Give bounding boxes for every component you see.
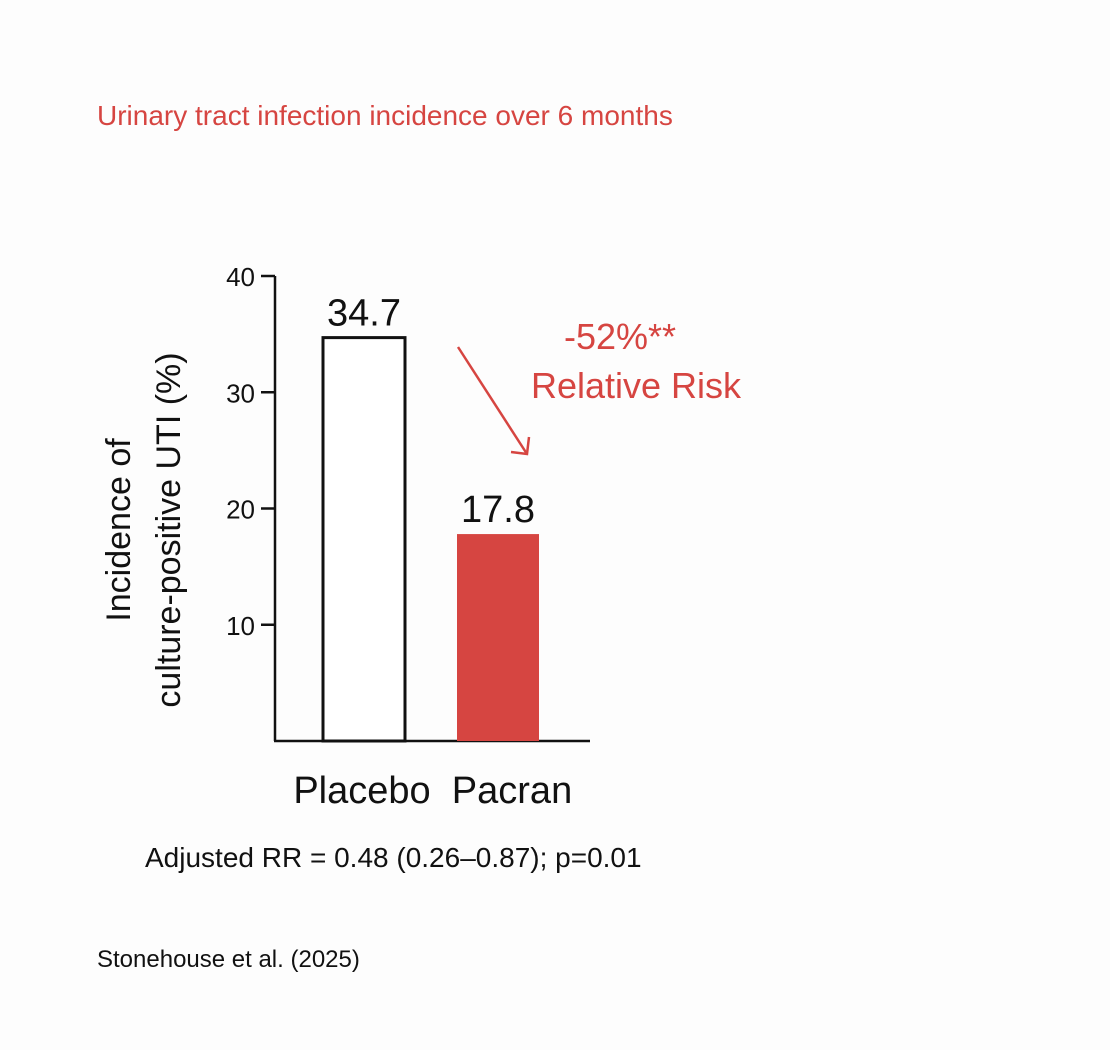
y-axis-title-line2: culture-positive UTI (%): [150, 352, 188, 707]
x-tick-label-placebo: Placebo: [293, 770, 430, 812]
annotation-relative-risk: Relative Risk: [531, 365, 742, 406]
relative-risk-arrow: [456, 346, 531, 456]
y-tick-label-40: 40: [226, 262, 255, 292]
source-citation: Stonehouse et al. (2025): [97, 946, 360, 973]
bars: 34.7 17.8: [321, 293, 539, 743]
y-axis-title-line1: Incidence of: [100, 438, 138, 622]
data-label-placebo: 34.7: [327, 293, 401, 335]
y-tick-label-10: 10: [226, 611, 255, 641]
statistics-footnote: Adjusted RR = 0.48 (0.26–0.87); p=0.01: [145, 842, 642, 873]
annotation-percent: -52%**: [564, 316, 676, 357]
y-tick-label-20: 20: [226, 495, 255, 525]
bar-pacran: [457, 534, 539, 741]
y-ticks: 10 20 30 40: [226, 262, 275, 641]
bar-placebo: [321, 336, 407, 743]
data-label-pacran: 17.8: [461, 489, 535, 531]
x-tick-label-pacran: Pacran: [452, 770, 572, 812]
chart-title: Urinary tract infection incidence over 6…: [97, 100, 673, 131]
y-tick-label-30: 30: [226, 378, 255, 408]
